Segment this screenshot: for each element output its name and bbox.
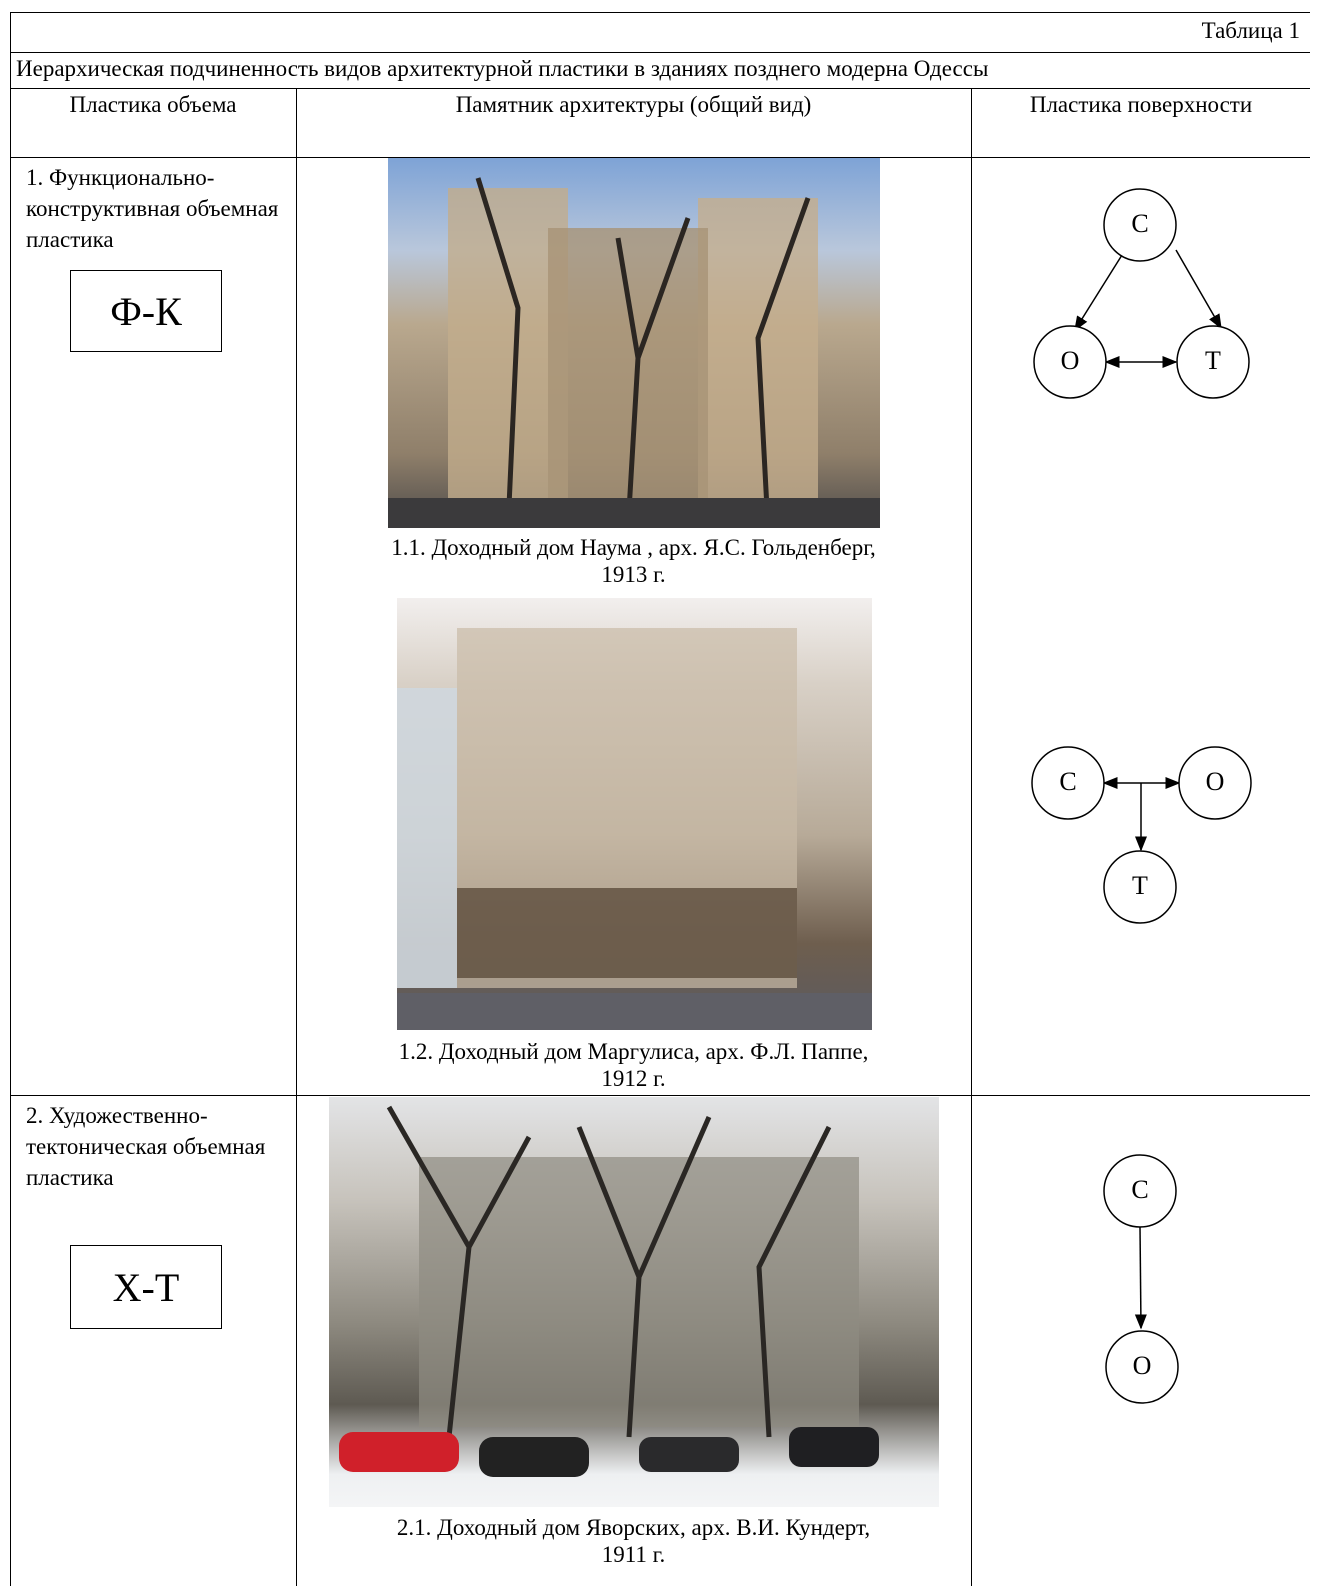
table-label: Таблица 1 [1201, 18, 1300, 43]
code: Ф-К [110, 288, 182, 334]
caption-line: 1.1. Доходный дом Наума , арх. Я.С. Голь… [391, 535, 876, 560]
node [1103, 850, 1177, 924]
code: Х-Т [112, 1264, 180, 1310]
node-label: Т [1205, 346, 1221, 375]
caption-line: 1.2. Доходный дом Маргулиса, арх. Ф.Л. П… [398, 1039, 869, 1064]
node-label: С [1059, 767, 1076, 796]
node [1178, 746, 1252, 820]
photo-art [397, 628, 872, 1030]
node-label: С [1131, 209, 1148, 238]
node-label: С [1131, 1175, 1148, 1204]
photo [388, 158, 880, 528]
node-label: Т [1132, 871, 1148, 900]
photo-art [388, 177, 880, 528]
photo-caption: 1.1. Доходный дом Наума , арх. Я.С. Голь… [296, 534, 971, 588]
diagrams: С О Т С О Т [1031, 188, 1252, 924]
rule [296, 88, 297, 1586]
node-label: О [1206, 767, 1225, 796]
volume-type: 2. Художественно-тектоническая объемная … [26, 1103, 266, 1190]
diagrams: С О [1103, 1154, 1179, 1404]
photo [329, 1097, 939, 1507]
caption-line: 1913 г. [601, 562, 666, 587]
node [1176, 325, 1250, 399]
rule [10, 12, 11, 1586]
rule [971, 88, 972, 1586]
rule [10, 1095, 1310, 1096]
code-box: Ф-К [70, 270, 222, 352]
photo-caption: 2.1. Доходный дом Яворских, арх. В.И. Ку… [296, 1514, 971, 1568]
rule [10, 157, 1310, 158]
node [1033, 325, 1107, 399]
photo-caption: 1.2. Доходный дом Маргулиса, арх. Ф.Л. П… [296, 1038, 971, 1092]
caption-line: 1911 г. [601, 1542, 666, 1567]
caption-line: 1912 г. [601, 1066, 666, 1091]
column-header: Памятник архитектуры (общий вид) [455, 92, 812, 117]
photo [397, 598, 872, 1030]
arrow [1134, 1226, 1147, 1330]
node [1103, 1154, 1177, 1228]
column-header: Пластика объема [69, 92, 237, 117]
node [1105, 1330, 1179, 1404]
node [1031, 746, 1105, 820]
node-label: О [1061, 346, 1080, 375]
rule [10, 12, 1310, 13]
column-header: Пластика поверхности [1029, 92, 1253, 117]
arrow [1175, 249, 1222, 330]
caption-line: 2.1. Доходный дом Яворских, арх. В.И. Ку… [396, 1515, 871, 1540]
rule [10, 88, 1310, 89]
code-box: Х-Т [70, 1245, 222, 1329]
rule [10, 52, 1310, 53]
photo-art [339, 1105, 879, 1477]
volume-type: 1. Функционально-конструктивная объемная… [26, 165, 279, 252]
node [1103, 188, 1177, 262]
table-caption: Иерархическая подчиненность видов архите… [16, 56, 989, 81]
node-label: О [1133, 1351, 1152, 1380]
arrow [1074, 254, 1123, 332]
